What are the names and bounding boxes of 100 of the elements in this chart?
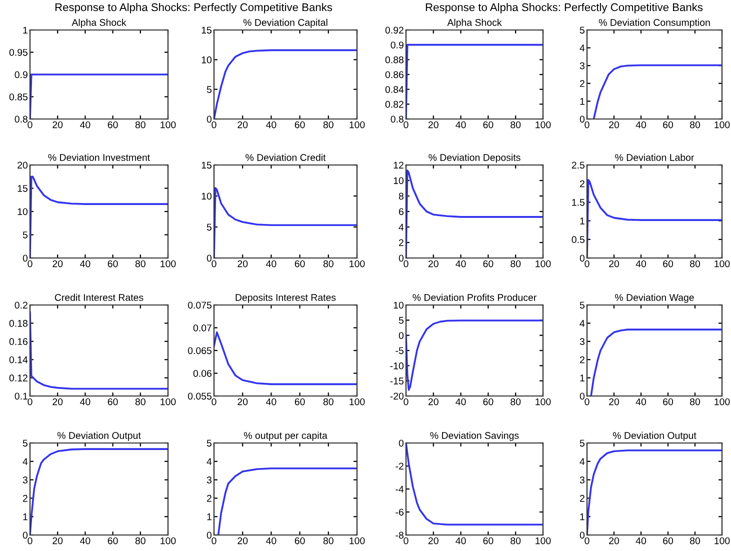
y-tick-label: 0 xyxy=(398,332,404,339)
y-tick-label: 4 xyxy=(22,458,28,465)
x-tick-label: 40 xyxy=(456,398,466,406)
y-tick-label: 10 xyxy=(202,192,212,200)
chart-title: % Deviation Credit xyxy=(246,154,326,161)
x-tick-label: 60 xyxy=(483,537,494,544)
y-tick-label: 1 xyxy=(580,374,584,382)
x-tick-label: 100 xyxy=(350,398,365,406)
x-tick-label: 40 xyxy=(636,260,646,268)
y-tick-label: 1 xyxy=(23,26,28,34)
y-tick-label: 4 xyxy=(580,320,585,327)
y-tick-label: 0.5 xyxy=(572,236,585,244)
x-tick-label: 100 xyxy=(536,260,551,268)
y-tick-label: 0.1 xyxy=(14,392,28,400)
y-tick-label: 0.12 xyxy=(9,374,28,382)
y-tick-label: 0.075 xyxy=(188,302,212,309)
x-tick-label: 40 xyxy=(636,398,646,406)
x-tick-label: 80 xyxy=(510,537,521,544)
y-tick-label: 0 xyxy=(206,254,212,262)
x-tick-label: 80 xyxy=(690,260,700,268)
chart-title: % Deviation Deposits xyxy=(428,154,520,163)
x-tick-label: 40 xyxy=(80,121,90,128)
x-tick-label: 80 xyxy=(323,398,334,406)
y-tick-label: 0 xyxy=(580,392,585,400)
y-tick-label: 10 xyxy=(18,208,28,216)
x-tick-label: 40 xyxy=(80,398,90,406)
y-tick-label: 2 xyxy=(580,80,584,87)
y-tick-label: 0 xyxy=(22,532,28,539)
x-tick-label: 20 xyxy=(428,121,438,128)
y-tick-label: 0 xyxy=(580,532,585,539)
chart-title: % output per capita xyxy=(244,432,328,441)
y-tick-label: 0 xyxy=(206,532,212,539)
x-tick-label: 60 xyxy=(294,537,305,544)
y-tick-label: 4 xyxy=(580,458,585,465)
line-series xyxy=(592,64,722,119)
x-tick-label: 80 xyxy=(135,537,146,544)
y-tick-label: 5 xyxy=(22,440,28,447)
y-tick-label: 5 xyxy=(206,440,212,447)
line-series xyxy=(214,331,357,386)
y-tick-label: -6 xyxy=(396,508,404,516)
y-tick-label: 4 xyxy=(398,224,404,231)
y-tick-label: 4 xyxy=(206,458,212,465)
y-tick-label: 3 xyxy=(580,338,584,346)
y-tick-label: -20 xyxy=(390,392,404,400)
x-tick-label: 100 xyxy=(714,260,730,268)
y-tick-label: 0.16 xyxy=(9,338,28,346)
x-tick-label: 40 xyxy=(456,537,466,544)
x-tick-label: 20 xyxy=(238,537,248,544)
x-tick-label: 60 xyxy=(663,398,674,406)
y-tick-label: 0 xyxy=(398,254,404,262)
x-tick-label: 20 xyxy=(428,260,438,268)
y-tick-label: 0.055 xyxy=(188,392,212,400)
x-tick-label: 20 xyxy=(609,537,620,544)
x-tick-label: 60 xyxy=(108,121,118,128)
chart-title: % Deviation Savings xyxy=(430,432,519,441)
y-tick-label: 2 xyxy=(399,239,404,246)
chart-title: Deposits Interest Rates xyxy=(236,294,336,303)
y-tick-label: 15 xyxy=(202,26,212,34)
y-tick-label: 5 xyxy=(580,440,585,447)
x-tick-label: 100 xyxy=(536,121,551,128)
x-tick-label: 100 xyxy=(350,121,365,128)
x-tick-label: 60 xyxy=(663,260,674,268)
y-tick-label: 10 xyxy=(394,177,404,184)
x-tick-label: 80 xyxy=(323,260,334,268)
y-tick-label: -5 xyxy=(396,347,404,354)
y-tick-label: 0.18 xyxy=(9,320,28,327)
y-tick-label: 0 xyxy=(22,254,28,262)
y-tick-label: 0.84 xyxy=(385,86,404,93)
y-tick-label: 1 xyxy=(580,218,584,224)
x-tick-label: 100 xyxy=(160,537,176,544)
x-tick-label: 60 xyxy=(663,121,674,128)
y-tick-label: 0.14 xyxy=(9,356,28,364)
x-tick-label: 80 xyxy=(135,260,146,268)
x-tick-label: 60 xyxy=(294,121,305,128)
x-tick-label: 80 xyxy=(510,398,521,406)
y-tick-label: 3 xyxy=(206,476,212,484)
x-tick-label: 80 xyxy=(690,121,700,128)
y-tick-label: -8 xyxy=(396,532,404,539)
x-tick-label: 80 xyxy=(690,398,700,406)
chart-title: % Deviation Output xyxy=(57,432,141,441)
x-tick-label: 100 xyxy=(350,260,365,268)
x-tick-label: 20 xyxy=(609,121,620,128)
y-tick-label: 1 xyxy=(580,98,584,105)
x-tick-label: 100 xyxy=(160,398,176,406)
chart-title: Alpha Shock xyxy=(72,18,126,28)
x-tick-label: 20 xyxy=(238,121,248,128)
chart-title: % Deviation Investment xyxy=(48,154,150,161)
x-tick-label: 40 xyxy=(456,121,466,128)
chart-title: % Deviation Output xyxy=(612,432,696,441)
y-tick-label: 5 xyxy=(398,317,404,324)
y-tick-label: 12 xyxy=(394,162,404,169)
y-tick-label: 3 xyxy=(580,62,584,70)
y-tick-label: 0.065 xyxy=(188,347,212,354)
y-tick-label: 10 xyxy=(202,56,212,64)
x-tick-label: 20 xyxy=(238,398,248,406)
y-tick-label: 2 xyxy=(580,180,584,188)
line-series xyxy=(217,467,357,535)
y-tick-label: 0.8 xyxy=(390,116,404,123)
y-tick-label: -10 xyxy=(390,362,404,370)
y-tick-label: -15 xyxy=(390,378,404,384)
